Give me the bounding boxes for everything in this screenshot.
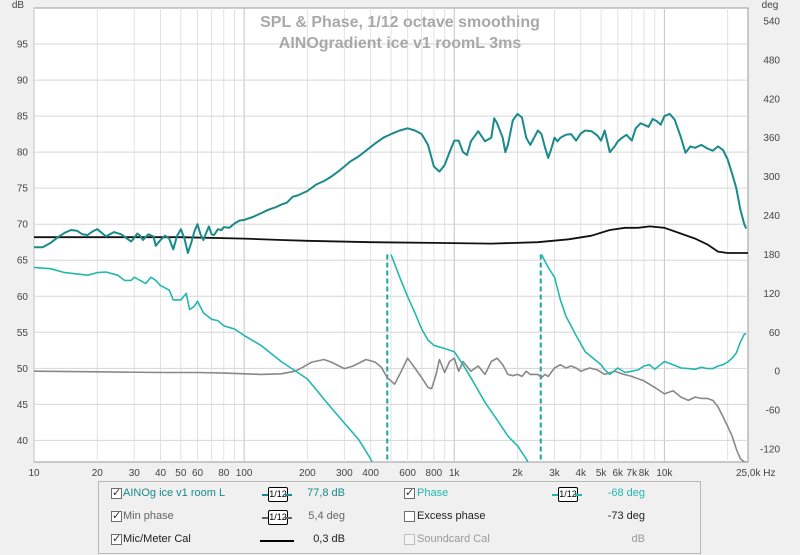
legend-value: -73 deg [607,510,645,522]
legend-line-sample [260,540,294,542]
x-tick-label: 7k [627,468,639,479]
x-tick-label: 10 [28,468,40,479]
y-left-tick-label: 75 [17,184,29,195]
right-axis-unit: deg [762,0,779,11]
series-line-ainog-ice-v1-room-l [34,112,748,254]
x-tick-label: 200 [299,468,316,479]
x-tick-label: 60 [192,468,204,479]
smoothing-label: 1/12 [268,487,288,502]
smoothing-button[interactable]: 1/12 [262,487,292,502]
y-right-tick-label: 120 [763,289,780,300]
y-right-tick-label: 180 [763,250,780,261]
y-left-tick-label: 70 [17,220,29,231]
x-tick-label: 2k [512,468,524,479]
x-tick-label: 800 [426,468,443,479]
legend-value: 5,4 deg [308,510,345,522]
series-line-phase [34,254,747,462]
smoothing-button[interactable]: 1/12 [552,487,582,502]
x-tick-label: 3k [549,468,561,479]
legend-label[interactable]: AINOg ice v1 room L [123,487,226,499]
series-line-min-phase [34,357,747,462]
legend-row: Mic/Meter Cal 0,3 dB Soundcard Cal dB [99,530,700,552]
legend-checkbox[interactable] [111,486,122,499]
smoothing-button[interactable]: 1/12 [262,510,292,525]
y-right-tick-label: 60 [769,328,781,339]
legend-value: 77,8 dB [307,487,345,499]
x-tick-label: 1k [449,468,461,479]
series-line-mic-meter-cal [34,225,748,254]
legend-checkbox[interactable] [111,532,122,545]
y-right-tick-label: 360 [763,133,780,144]
legend-row: Min phase 1/12 5,4 deg Excess phase -73 deg [99,507,700,529]
axes-labels: 40 45 50 55 60 65 70 75 80 85 90 95 -120 -60 0 60 120 180… [17,16,781,479]
x-tick-label: 600 [399,468,416,479]
y-left-tick-label: 95 [17,40,29,51]
y-left-tick-label: 45 [17,400,29,411]
x-tick-label: 40 [155,468,167,479]
y-right-tick-label: 240 [763,211,780,222]
legend-checkbox[interactable] [404,486,415,499]
y-left-tick-label: 40 [17,436,29,447]
legend-label[interactable]: Min phase [123,510,174,522]
y-left-tick-label: 50 [17,364,29,375]
legend-value: 0,3 dB [313,533,345,545]
spl-phase-chart: 40 45 50 55 60 65 70 75 80 85 90 95 -120 -60 0 60 120 180… [11,0,781,479]
y-left-tick-label: 65 [17,256,29,267]
chart-subtitle: AINOgradient ice v1 roomL 3ms [279,35,522,52]
x-tick-label: 5k [596,468,608,479]
legend-checkbox [404,534,415,545]
x-tick-label: 25,0k Hz [736,468,775,479]
y-left-tick-label: 55 [17,328,29,339]
x-tick-label: 10k [656,468,673,479]
legend-label[interactable]: Phase [417,487,449,499]
x-tick-label: 20 [92,468,104,479]
series-layer [34,112,748,462]
left-axis-unit: dB [12,0,25,11]
x-tick-label: 50 [175,468,187,479]
x-tick-label: 8k [639,468,651,479]
legend-label[interactable]: Excess phase [417,510,486,522]
y-right-tick-label: 540 [763,16,780,27]
y-right-tick-label: -60 [766,406,781,417]
x-tick-label: 6k [612,468,624,479]
legend-checkbox[interactable] [404,511,415,522]
legend-panel: AINOg ice v1 room L 1/12 77,8 dB Phase 1/12 -… [98,481,701,554]
y-left-tick-label: 90 [17,76,29,87]
x-tick-label: 400 [362,468,379,479]
y-right-tick-label: 0 [774,367,780,378]
x-tick-label: 100 [236,468,253,479]
x-tick-label: 80 [218,468,230,479]
y-right-tick-label: 300 [763,172,780,183]
legend-checkbox[interactable] [111,509,122,522]
chart-title: SPL & Phase, 1/12 octave smoothing [260,14,540,31]
y-right-tick-label: 420 [763,94,780,105]
x-tick-label: 30 [129,468,141,479]
y-left-tick-label: 80 [17,148,29,159]
legend-value: dB [631,533,645,545]
legend-label[interactable]: Mic/Meter Cal [123,533,191,545]
legend-label[interactable]: Soundcard Cal [417,533,490,545]
y-right-tick-label: 480 [763,55,780,66]
y-right-tick-label: -120 [760,445,780,456]
y-left-tick-label: 60 [17,292,29,303]
legend-value: -68 deg [607,487,645,499]
legend-row: AINOg ice v1 room L 1/12 77,8 dB Phase 1/12 -… [99,484,700,506]
y-left-tick-label: 85 [17,112,29,123]
x-tick-label: 4k [575,468,587,479]
smoothing-label: 1/12 [558,487,578,502]
x-tick-label: 300 [336,468,353,479]
